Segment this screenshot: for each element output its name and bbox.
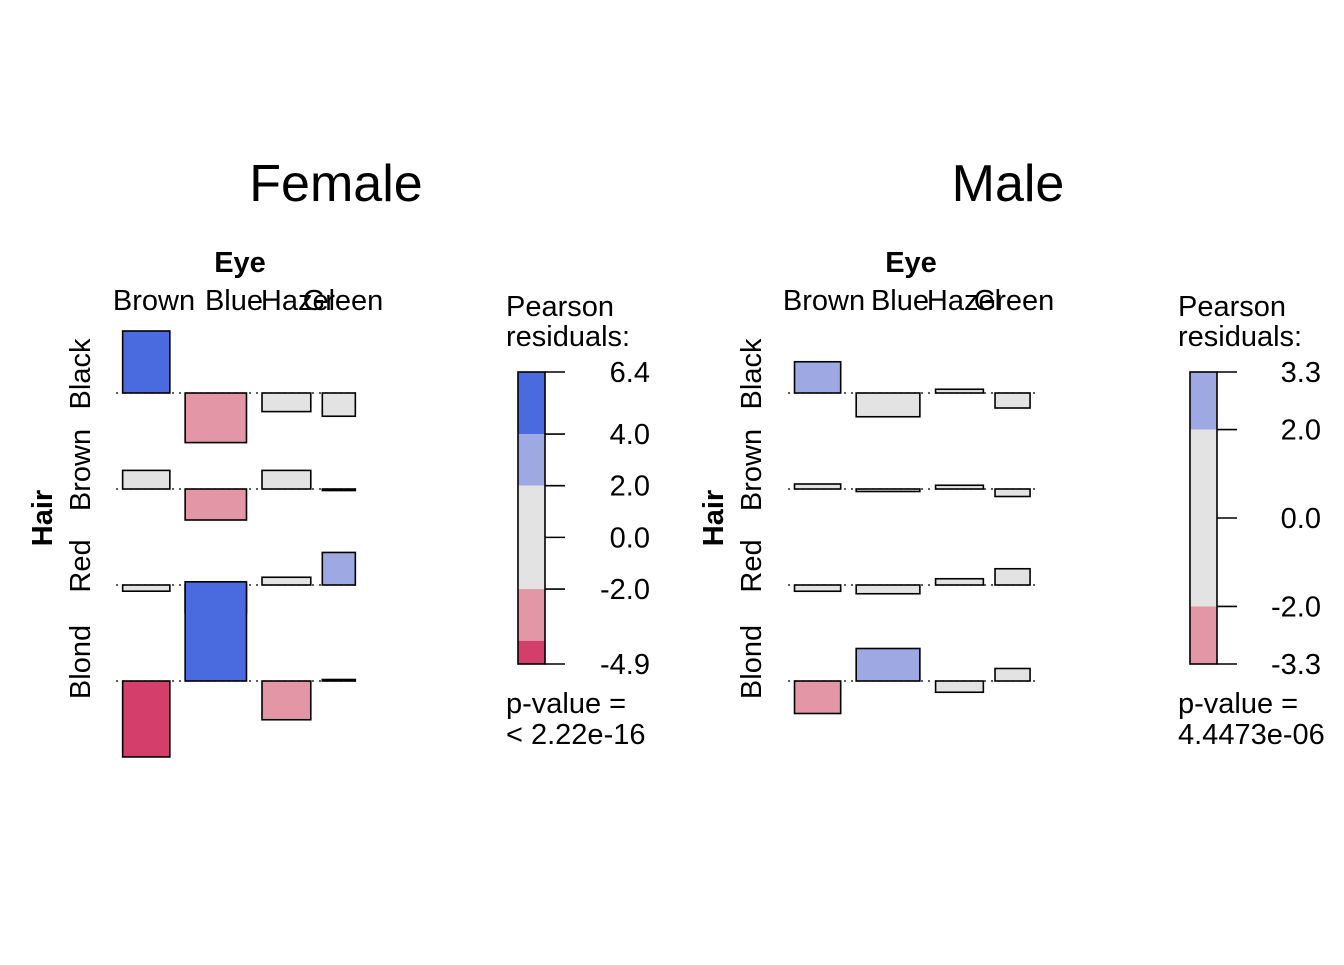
residual-bar bbox=[934, 484, 985, 490]
row-level-label: Brown bbox=[736, 429, 768, 511]
legend-tick-label: 2.0 bbox=[610, 471, 650, 503]
legend-color-band bbox=[518, 640, 545, 664]
legend-tick-label: 4.0 bbox=[610, 419, 650, 451]
col-level-label: Blue bbox=[205, 285, 263, 317]
col-variable-label: Eye bbox=[885, 247, 937, 279]
legend-title-line: Pearson bbox=[506, 291, 614, 323]
legend-tick-label: 0.0 bbox=[1281, 503, 1321, 535]
plot-title: Male bbox=[952, 155, 1065, 213]
row-level-label: Black bbox=[736, 338, 768, 409]
residual-bar bbox=[793, 680, 842, 715]
residual-bar bbox=[261, 469, 312, 490]
row-level-label: Blond bbox=[736, 625, 768, 699]
legend-color-band bbox=[1190, 429, 1217, 607]
residual-bar bbox=[121, 680, 171, 758]
residual-bar bbox=[184, 580, 248, 682]
residual-bar bbox=[793, 584, 842, 593]
residual-bar bbox=[793, 483, 842, 490]
legend-tick-label: 3.3 bbox=[1281, 357, 1321, 389]
legend-color-band bbox=[518, 589, 545, 641]
row-variable-label: Hair bbox=[27, 490, 59, 546]
col-level-label: Hazel bbox=[261, 285, 335, 317]
residual-bar bbox=[321, 488, 357, 492]
row-level-label: Brown bbox=[65, 429, 97, 511]
col-level-label: Green bbox=[303, 285, 384, 317]
residual-bar bbox=[121, 469, 171, 490]
row-variable-label: Hair bbox=[698, 490, 730, 546]
col-level-label: Blue bbox=[871, 285, 929, 317]
p-value: < 2.22e-16 bbox=[506, 719, 645, 751]
legend-color-band bbox=[518, 485, 545, 590]
row-level-label: Red bbox=[736, 539, 768, 592]
p-value-label: p-value = bbox=[1178, 688, 1298, 720]
residual-bar bbox=[855, 647, 921, 682]
residual-bar bbox=[934, 577, 985, 586]
legend-tick-label: -4.9 bbox=[600, 649, 650, 681]
residual-bar bbox=[321, 392, 357, 418]
residual-bar bbox=[261, 680, 312, 721]
legend-tick-label: -2.0 bbox=[1271, 591, 1321, 623]
residual-bar bbox=[855, 488, 921, 493]
legend-color-band bbox=[1190, 372, 1217, 430]
residual-bar bbox=[321, 551, 357, 586]
legend-tick-label: 2.0 bbox=[1281, 415, 1321, 447]
residual-bar bbox=[994, 567, 1031, 586]
residual-bar bbox=[994, 488, 1031, 498]
residual-bar bbox=[934, 388, 985, 394]
residual-bar bbox=[793, 360, 842, 394]
residual-bar bbox=[855, 584, 921, 595]
plot-title: Female bbox=[249, 155, 422, 213]
residual-bar bbox=[121, 584, 171, 592]
legend-color-band bbox=[518, 434, 545, 486]
col-level-label: Green bbox=[974, 285, 1055, 317]
residual-bar bbox=[994, 392, 1031, 409]
legend-color-band bbox=[518, 372, 545, 435]
legend-tick-label: 0.0 bbox=[610, 522, 650, 554]
residual-bar bbox=[855, 392, 921, 418]
residual-bar bbox=[261, 392, 312, 413]
residual-bar bbox=[321, 678, 357, 682]
p-value: 4.4473e-06 bbox=[1178, 719, 1325, 751]
legend-frame bbox=[517, 371, 546, 665]
legend-tick-label: -3.3 bbox=[1271, 649, 1321, 681]
legend-title-line: residuals: bbox=[506, 321, 630, 353]
residual-bar bbox=[934, 680, 985, 694]
residual-bar bbox=[261, 576, 312, 586]
residual-bar bbox=[994, 667, 1031, 682]
col-level-label: Hazel bbox=[927, 285, 1001, 317]
legend-title-line: residuals: bbox=[1178, 321, 1302, 353]
legend-title-line: Pearson bbox=[1178, 291, 1286, 323]
row-level-label: Blond bbox=[65, 625, 97, 699]
residual-bar bbox=[184, 488, 248, 521]
p-value-label: p-value = bbox=[506, 688, 626, 720]
col-level-label: Brown bbox=[113, 285, 195, 317]
legend-tick-label: -2.0 bbox=[600, 574, 650, 606]
col-level-label: Brown bbox=[783, 285, 865, 317]
residual-bar bbox=[184, 392, 248, 444]
legend-tick-label: 6.4 bbox=[610, 357, 650, 389]
col-variable-label: Eye bbox=[214, 247, 266, 279]
legend-color-band bbox=[1190, 606, 1217, 664]
row-level-label: Black bbox=[65, 338, 97, 409]
row-level-label: Red bbox=[65, 539, 97, 592]
residual-bar bbox=[121, 330, 171, 394]
